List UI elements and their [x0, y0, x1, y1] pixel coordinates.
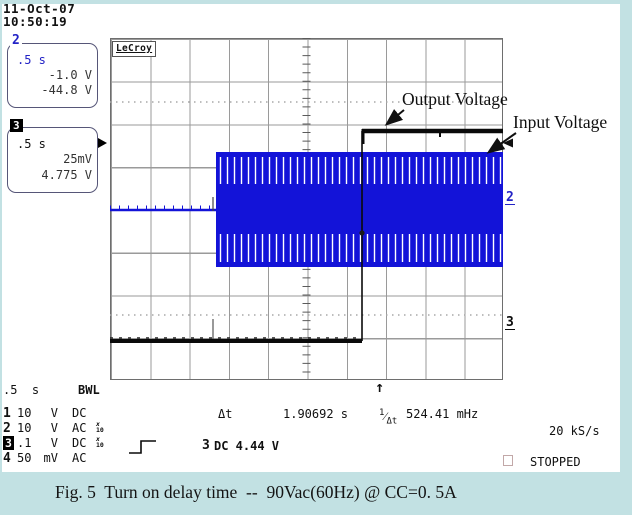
channel3-box-number: 3: [10, 119, 23, 132]
date-label: 11-Oct-07: [3, 1, 76, 16]
status-timebase: .5 s: [3, 383, 40, 397]
inv-num: 1: [379, 408, 385, 418]
channel2-value2: -44.8 V: [41, 83, 92, 97]
channel4-number: 4: [3, 451, 11, 466]
channel2-param-box: 2 .5 s -1.0 V -44.8 V: [7, 34, 98, 108]
channel1-unit: V: [50, 406, 58, 420]
atten-x: x: [96, 435, 100, 443]
trigger-desc: DC 4.44 V: [214, 439, 280, 453]
channel1-status-row: 1 10 V DC: [3, 406, 163, 421]
acquisition-state: STOPPED: [530, 455, 581, 469]
channel3-atten-icon: x 10: [96, 435, 104, 449]
channel4-scale: 50: [17, 451, 32, 465]
channel2-timebase: .5 s: [17, 53, 46, 67]
channel1-number: 1: [3, 406, 11, 421]
channel3-coupling: DC: [72, 436, 87, 450]
channel2-box-number: 2: [10, 33, 22, 48]
atten-val: 10: [96, 440, 104, 449]
channel1-scale: 10: [17, 406, 32, 420]
channel3-value2: 4.775 V: [41, 168, 92, 182]
channel2-coupling: AC: [72, 421, 87, 435]
channel2-scale: 10: [17, 421, 32, 435]
inverse-delta-t-label: 1⁄Δt: [379, 406, 397, 428]
channel2-zero-marker: 2: [505, 190, 515, 205]
output-voltage-label: Output Voltage: [402, 89, 508, 109]
figure-caption: Fig. 5 Turn on delay time -- 90Vac(60Hz)…: [55, 482, 457, 502]
trigger-channel: 3: [202, 438, 210, 453]
atten-x: x: [96, 420, 100, 428]
channel4-status-row: 4 50 mV AC: [3, 451, 163, 466]
channel3-scale: .1: [17, 436, 32, 450]
inverse-delta-t-value: 524.41 mHz: [406, 407, 479, 421]
channel3-status-row: 3 .1 V DC x 10: [3, 436, 163, 450]
channel3-zero-marker: 3: [505, 315, 515, 330]
trigger-position-arrow-icon: ↑: [375, 378, 385, 396]
input-trace-band: [216, 152, 503, 267]
cursor-dot-marker: [359, 230, 365, 236]
channel2-atten-icon: x 10: [96, 420, 104, 434]
lecroy-logo: LeCroy: [112, 41, 157, 57]
sample-rate: 20 kS/s: [549, 424, 600, 438]
atten-val: 10: [96, 425, 104, 434]
status-bwl: BWL: [78, 383, 100, 397]
trigger-edge-icon: [129, 440, 156, 454]
channel2-value1: -1.0 V: [48, 68, 92, 82]
trigger-level-arrow-icon: [98, 138, 107, 148]
channel3-timebase: .5 s: [17, 137, 46, 151]
channel4-coupling: AC: [72, 451, 87, 465]
channel1-coupling: DC: [72, 406, 87, 420]
channel3-param-box: 3 .5 s 25mV 4.775 V: [7, 119, 98, 193]
input-voltage-label: Input Voltage: [513, 112, 608, 132]
channel3-value1: 25mV: [63, 152, 92, 166]
delta-t-value: 1.90692 s: [283, 407, 349, 421]
channel3-unit: V: [50, 436, 58, 450]
inv-den: Δt: [386, 416, 398, 427]
stopped-square-icon: [503, 455, 513, 466]
time-label: 10:50:19: [3, 14, 68, 29]
channel3-number: 3: [3, 436, 14, 450]
channel2-unit: V: [50, 421, 58, 435]
inv-slash: ⁄: [384, 409, 387, 423]
delta-t-label: Δt: [218, 407, 233, 421]
channel2-status-row: 2 10 V AC x 10: [3, 420, 163, 436]
channel2-number: 2: [3, 421, 11, 436]
channel4-unit: mV: [43, 451, 58, 465]
waveform-plot: [110, 38, 503, 380]
